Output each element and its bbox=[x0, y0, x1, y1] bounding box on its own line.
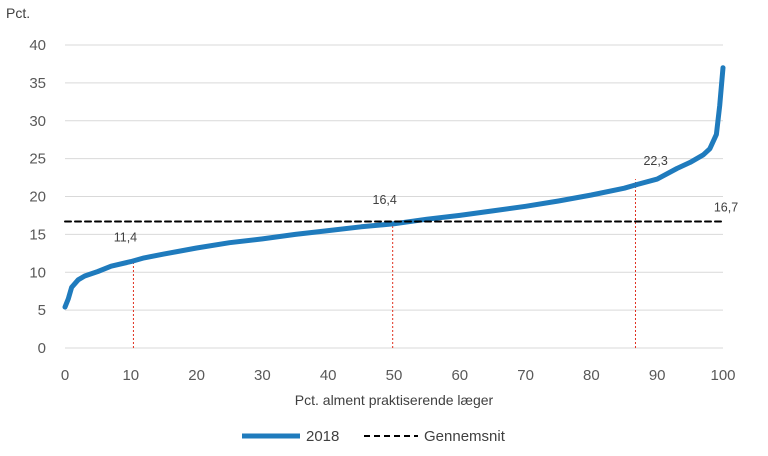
x-tick-label: 50 bbox=[386, 367, 403, 384]
x-tick-label: 30 bbox=[254, 367, 271, 384]
x-tick-labels: 0 10 20 30 40 50 60 70 80 90 100 bbox=[61, 367, 736, 384]
y-axis-title: Pct. bbox=[6, 5, 30, 21]
x-tick-label: 0 bbox=[61, 367, 69, 384]
annotations: 11,4 16,4 22,3 16,7 bbox=[114, 154, 738, 245]
y-tick-label: 15 bbox=[29, 226, 46, 243]
percentile-markers bbox=[132, 179, 636, 348]
x-tick-label: 10 bbox=[122, 367, 139, 384]
marker-value-label: 11,4 bbox=[114, 231, 137, 245]
x-axis-title: Pct. alment praktiserende læger bbox=[295, 392, 494, 408]
marker-value-label: 22,3 bbox=[643, 154, 667, 168]
x-tick-label: 90 bbox=[649, 367, 666, 384]
marker-value-label: 16,4 bbox=[373, 193, 397, 207]
y-tick-label: 0 bbox=[38, 340, 46, 357]
gridlines bbox=[65, 44, 723, 349]
legend: 2018 Gennemsnit bbox=[242, 428, 506, 445]
x-tick-label: 100 bbox=[710, 367, 735, 384]
x-tick-label: 40 bbox=[320, 367, 337, 384]
series-line-2018 bbox=[62, 65, 726, 310]
y-tick-labels: 0 5 10 15 20 25 30 35 40 bbox=[29, 37, 46, 357]
legend-label-2018: 2018 bbox=[306, 428, 339, 445]
x-tick-label: 20 bbox=[188, 367, 205, 384]
y-tick-label: 5 bbox=[38, 302, 46, 319]
x-tick-label: 70 bbox=[517, 367, 534, 384]
y-tick-label: 20 bbox=[29, 189, 46, 206]
y-tick-label: 25 bbox=[29, 151, 46, 168]
y-tick-label: 30 bbox=[29, 113, 46, 130]
average-value-label: 16,7 bbox=[714, 200, 738, 214]
y-tick-label: 10 bbox=[29, 264, 46, 281]
x-tick-label: 80 bbox=[583, 367, 600, 384]
y-tick-label: 40 bbox=[29, 37, 46, 54]
series-lines bbox=[62, 65, 726, 310]
legend-label-gennemsnit: Gennemsnit bbox=[424, 428, 506, 445]
y-tick-label: 35 bbox=[29, 75, 46, 92]
x-tick-label: 60 bbox=[451, 367, 468, 384]
